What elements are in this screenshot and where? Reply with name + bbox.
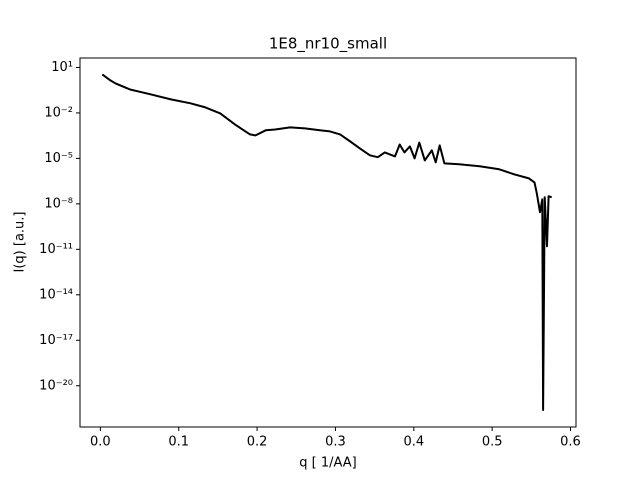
plot-frame [79, 57, 577, 428]
x-tick-label: 0.4 [403, 435, 424, 450]
x-tick-label: 0.0 [90, 435, 111, 450]
y-tick-label: 10¹ [51, 60, 73, 75]
x-tick-label: 0.5 [482, 435, 503, 450]
line [101, 73, 553, 411]
x-tick-label: 0.3 [325, 435, 346, 450]
y-tick-label: 10⁻⁵ [44, 151, 73, 166]
y-tick-label: 10⁻² [44, 105, 73, 120]
y-tick-label: 10⁻²⁰ [39, 378, 73, 393]
chart-title: 1E8_nr10_small [269, 35, 387, 54]
x-tick-label: 0.1 [168, 435, 189, 450]
x-tick-label: 0.6 [560, 435, 581, 450]
y-tick-label: 10⁻¹⁴ [39, 287, 73, 302]
y-tick-label: 10⁻¹⁷ [39, 333, 73, 348]
y-tick-label: 10⁻⁸ [44, 196, 73, 211]
y-tick-label: 10⁻¹¹ [39, 242, 73, 257]
x-axis-label: q [ 1/AA] [299, 456, 356, 471]
x-tick-label: 0.2 [247, 435, 268, 450]
y-axis-label: I(q) [a.u.] [13, 212, 28, 273]
